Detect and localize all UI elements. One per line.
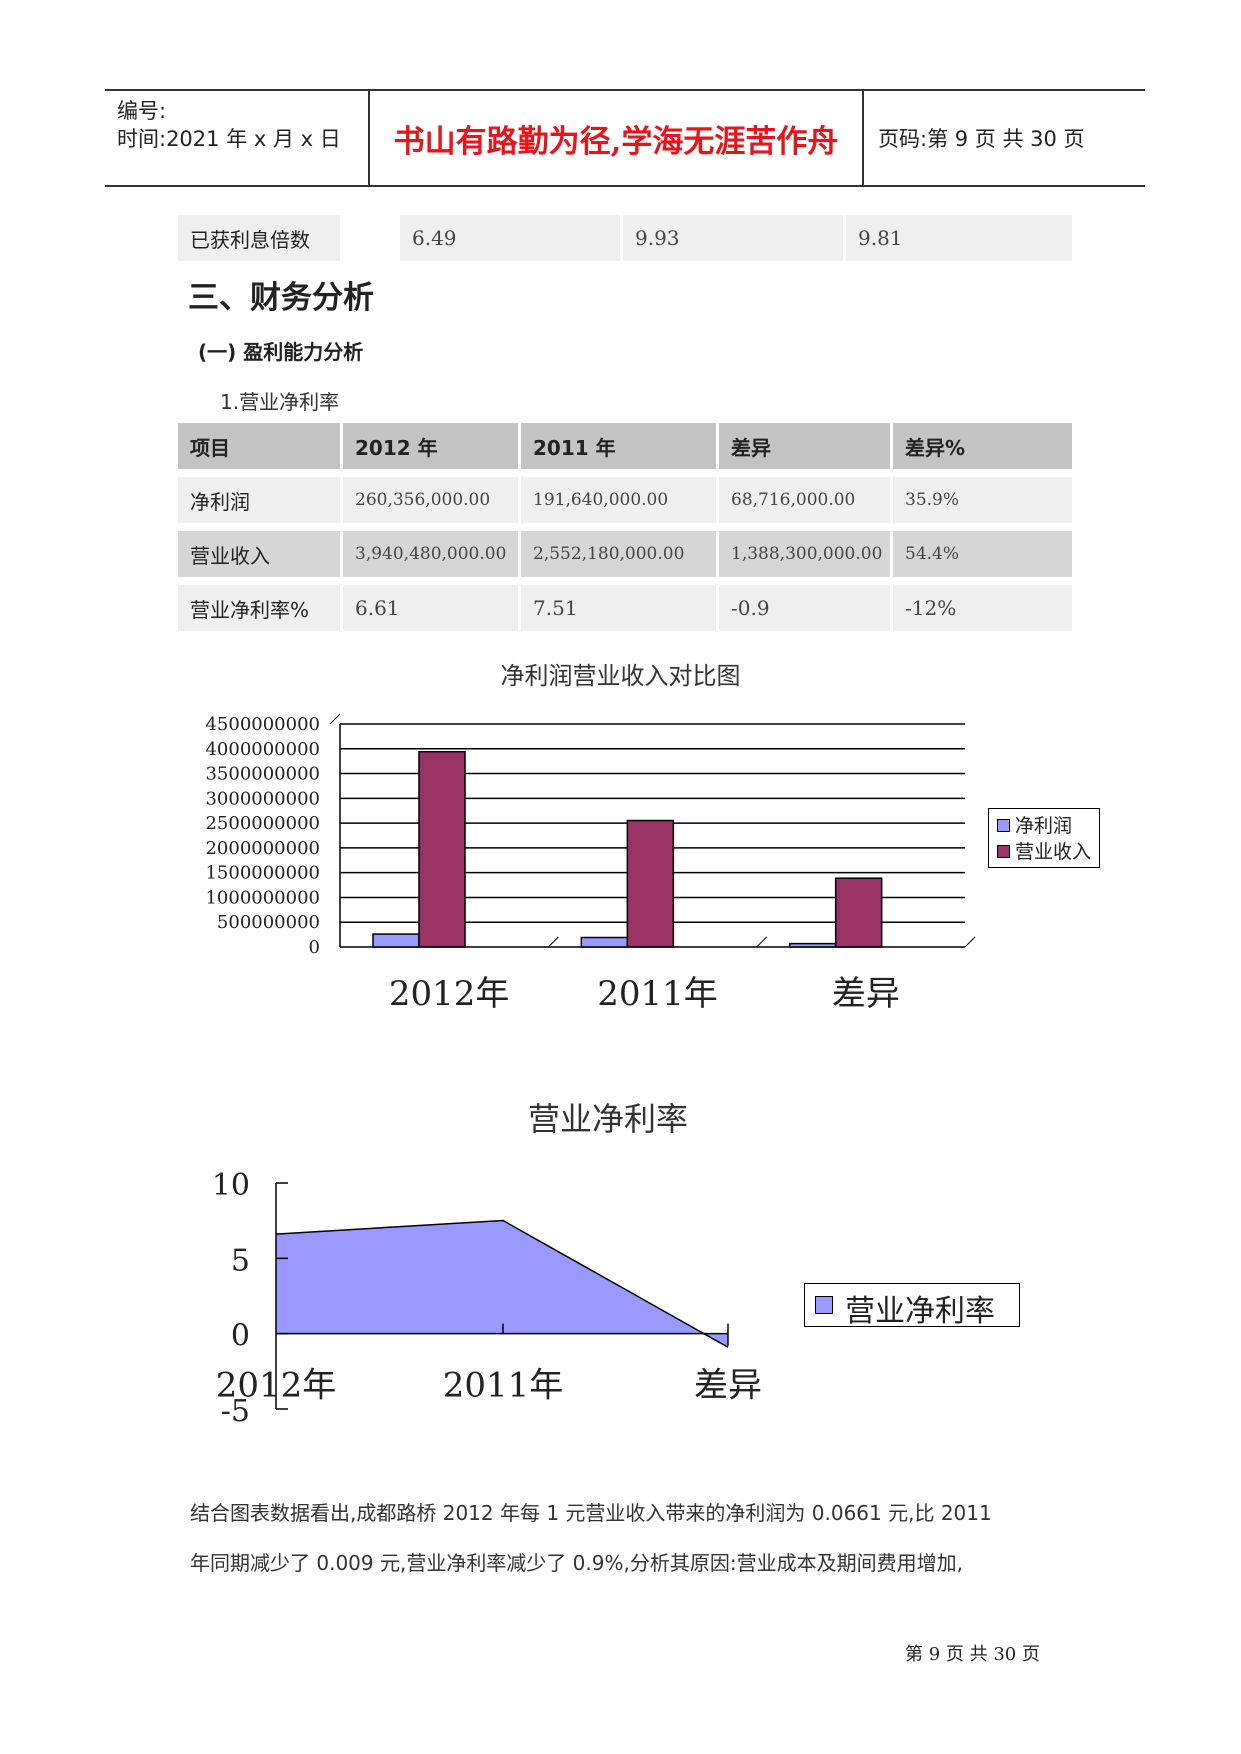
interest-coverage-row: 已获利息倍数 6.49 9.93 9.81 <box>178 215 1072 261</box>
table-cell: -0.9 <box>719 585 890 631</box>
legend-label: 净利润 <box>1015 815 1073 837</box>
table-cell: 68,716,000.00 <box>719 477 890 523</box>
legend-swatch <box>997 845 1010 858</box>
legend-swatch <box>997 819 1010 832</box>
table-row: 营业收入 3,940,480,000.00 2,552,180,000.00 1… <box>178 531 1072 577</box>
item-title: 1.营业净利率 <box>220 390 340 414</box>
y-tick-label: 10 <box>212 1168 250 1203</box>
header-motto: 书山有路勤为径,学海无涯苦作舟 <box>393 123 839 160</box>
row-value: 6.49 <box>400 215 620 261</box>
bar <box>834 877 883 948</box>
x-tick-label: 差异 <box>694 1366 762 1406</box>
row-label: 营业净利率% <box>178 585 340 631</box>
legend-label: 营业收入 <box>1015 841 1092 863</box>
table-cell: 35.9% <box>893 477 1072 523</box>
y-tick-label: 1500000000 <box>205 863 320 884</box>
y-tick-label: 1000000000 <box>205 887 320 908</box>
y-tick-label: 3500000000 <box>205 764 320 785</box>
y-tick-label: 2000000000 <box>205 838 320 859</box>
table-cell: 191,640,000.00 <box>521 477 716 523</box>
column-header: 2012 年 <box>343 423 518 469</box>
column-header: 项目 <box>178 423 340 469</box>
subsection-title: (一) 盈利能力分析 <box>198 340 364 364</box>
y-tick-label: 4500000000 <box>205 714 320 735</box>
row-label: 净利润 <box>178 477 340 523</box>
y-tick-label: -5 <box>221 1394 250 1429</box>
x-tick-label: 2011年 <box>443 1366 564 1406</box>
header-motto-box: 书山有路勤为径,学海无涯苦作舟 <box>370 91 864 185</box>
y-tick-label: 3000000000 <box>205 788 320 809</box>
bar <box>418 750 466 948</box>
column-header: 差异 <box>719 423 890 469</box>
table-row: 净利润 260,356,000.00 191,640,000.00 68,716… <box>178 477 1072 523</box>
group-divider <box>547 936 559 948</box>
chart1-title: 净利润营业收入对比图 <box>500 662 741 690</box>
x-tick-label: 2012年 <box>389 974 510 1014</box>
legend-swatch <box>815 1296 833 1314</box>
analysis-paragraph-line: 年同期减少了 0.009 元,营业净利率减少了 0.9%,分析其原因:营业成本及… <box>190 1551 963 1575</box>
header-page-code: 页码:第 9 页 共 30 页 <box>864 91 1145 185</box>
group-divider <box>756 936 768 948</box>
table-header-row: 项目 2012 年 2011 年 差异 差异% <box>178 423 1072 469</box>
axis-corner <box>964 936 976 948</box>
y-tick-label: 500000000 <box>217 912 320 933</box>
y-tick-label: 5 <box>231 1243 250 1278</box>
table-cell: -12% <box>893 585 1072 631</box>
area-line <box>275 1219 729 1348</box>
chart1-legend: 净利润 营业收入 <box>988 808 1100 868</box>
page-header: 编号: 时间:2021 年 x 月 x 日 书山有路勤为径,学海无涯苦作舟 页码… <box>105 89 1145 187</box>
row-label: 已获利息倍数 <box>178 215 340 261</box>
row-value: 9.93 <box>623 215 843 261</box>
section-title: 三、财务分析 <box>188 280 374 316</box>
page-code-text: 页码:第 9 页 共 30 页 <box>878 127 1085 151</box>
y-tick-label: 2500000000 <box>205 813 320 834</box>
document-number-label: 编号: <box>117 99 167 123</box>
table-cell: 6.61 <box>343 585 518 631</box>
table-cell: 2,552,180,000.00 <box>521 531 716 577</box>
y-tick-label: 0 <box>231 1319 250 1354</box>
table-cell: 54.4% <box>893 531 1072 577</box>
y-tick-label: 0 <box>309 937 320 958</box>
bar <box>626 819 675 948</box>
table-cell: 3,940,480,000.00 <box>343 531 518 577</box>
chart2-legend: 营业净利率 <box>804 1283 1020 1329</box>
x-tick-label: 2011年 <box>597 974 718 1014</box>
header-meta: 编号: 时间:2021 年 x 月 x 日 <box>105 91 370 185</box>
analysis-paragraph-line: 结合图表数据看出,成都路桥 2012 年每 1 元营业收入带来的净利润为 0.0… <box>190 1501 992 1525</box>
area-fill <box>276 1220 728 1348</box>
table-cell: 7.51 <box>521 585 716 631</box>
table-cell: 1,388,300,000.00 <box>719 531 890 577</box>
column-header: 差异% <box>893 423 1072 469</box>
document-time: 时间:2021 年 x 月 x 日 <box>117 127 341 151</box>
axis-corner <box>329 713 341 725</box>
page-footer: 第 9 页 共 30 页 <box>905 1644 1040 1665</box>
chart2-title: 营业净利率 <box>527 1100 688 1138</box>
row-label: 营业收入 <box>178 531 340 577</box>
legend-label: 营业净利率 <box>845 1294 995 1329</box>
column-header: 2011 年 <box>521 423 716 469</box>
table-cell: 260,356,000.00 <box>343 477 518 523</box>
x-tick-label: 差异 <box>832 974 900 1014</box>
x-tick-label: 2012年 <box>216 1366 337 1406</box>
row-value: 9.81 <box>846 215 1072 261</box>
y-tick-label: 4000000000 <box>205 739 320 760</box>
table-row: 营业净利率% 6.61 7.51 -0.9 -12% <box>178 585 1072 631</box>
